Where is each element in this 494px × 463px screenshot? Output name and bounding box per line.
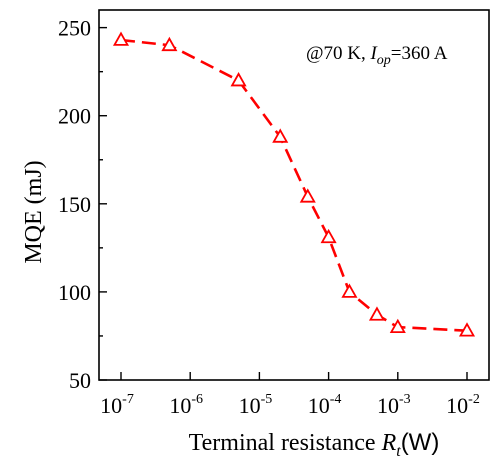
y-tick-label: 100 — [58, 280, 91, 305]
data-point — [230, 72, 247, 87]
x-axis-title-sub: t — [396, 443, 401, 460]
x-tick-label: 10-7 — [100, 392, 134, 418]
annotation-suffix: =360 A — [391, 43, 448, 64]
tick-labels: 50 100 150 200 250 10-7 10-6 10-5 10-4 10-3 10-2 — [58, 16, 480, 418]
x-axis-title-unit: (W) — [401, 429, 440, 456]
y-tick-label: 150 — [58, 192, 91, 217]
plot-frame — [98, 9, 490, 381]
x-tick-label: 10-3 — [377, 392, 411, 418]
data-point — [368, 306, 386, 321]
data-point — [272, 128, 289, 143]
data-point — [320, 228, 337, 244]
annotation-text: @70 K, Iop=360 A — [306, 43, 448, 68]
annotation-prefix: @70 K, — [306, 43, 370, 64]
x-tick-label: 10-2 — [446, 392, 480, 418]
series-line — [120, 38, 468, 332]
y-tick-label: 50 — [69, 368, 91, 393]
series-layer — [112, 31, 476, 337]
y-tick-label: 250 — [58, 16, 91, 41]
y-tick-label: 200 — [58, 104, 91, 129]
data-point — [161, 36, 178, 52]
x-axis-title-text: Terminal resistance — [189, 430, 382, 456]
x-axis-title: Terminal resistance Rt(W) — [189, 429, 440, 460]
x-tick-label: 10-4 — [308, 392, 342, 418]
data-point — [299, 188, 316, 203]
data-point — [112, 31, 130, 46]
y-axis-title: MQE (mJ) — [21, 160, 47, 263]
annotation-sub: op — [377, 53, 391, 68]
axes — [98, 9, 490, 381]
x-tick-label: 10-5 — [239, 392, 273, 418]
data-point — [458, 322, 476, 337]
data-point — [389, 318, 406, 333]
data-point — [341, 283, 358, 298]
annotation-var: I — [369, 43, 378, 64]
x-axis-title-var: R — [381, 430, 397, 456]
x-tick-label: 10-6 — [169, 392, 203, 418]
